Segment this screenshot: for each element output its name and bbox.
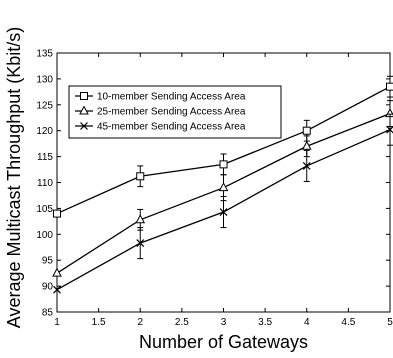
y-tick-label: 115 <box>37 152 53 163</box>
triangle-marker <box>301 140 312 150</box>
data-point <box>386 125 393 134</box>
y-tick-label: 95 <box>42 256 54 267</box>
data-point <box>53 285 61 294</box>
x-axis-ticks: 1 1.5 2 2.5 3 3.5 4 4.5 5 <box>54 53 393 328</box>
series-1 <box>53 75 393 218</box>
x-marker <box>386 125 393 134</box>
series-3 <box>53 113 393 294</box>
x-tick-label: 1 <box>54 317 60 328</box>
legend-item: 25-member Sending Access Area <box>75 105 246 118</box>
y-tick-label: 110 <box>37 178 53 189</box>
x-axis-label: Number of Gateways <box>139 332 308 352</box>
legend-label: 45-member Sending Access Area <box>97 122 246 133</box>
y-tick-label: 130 <box>36 74 53 85</box>
x-tick-label: 2.5 <box>175 317 189 328</box>
x-marker <box>53 285 61 294</box>
y-tick-label: 85 <box>42 308 54 319</box>
square-marker <box>80 92 88 100</box>
y-tick-label: 100 <box>36 230 53 241</box>
triangle-marker <box>79 105 89 115</box>
x-tick-label: 4.5 <box>341 317 355 328</box>
data-point <box>302 126 311 135</box>
x-tick-label: 5 <box>387 317 393 328</box>
data-point <box>136 172 145 181</box>
triangle-marker <box>135 214 146 224</box>
legend-label: 25-member Sending Access Area <box>97 107 246 118</box>
square-marker <box>386 82 393 91</box>
x-tick-label: 4 <box>304 317 310 328</box>
data-point <box>136 239 145 248</box>
x-tick-label: 2 <box>137 317 143 328</box>
y-tick-label: 105 <box>36 204 53 215</box>
square-marker <box>136 172 145 181</box>
data-point <box>219 208 228 216</box>
y-axis-ticks: 85 90 95 100 105 110 115 120 125 130 135 <box>36 49 390 319</box>
legend-label: 10-member Sending Access Area <box>97 92 246 103</box>
x-marker <box>302 161 311 170</box>
y-tick-label: 125 <box>36 100 53 111</box>
y-axis-label: Average Multicast Throughput (Kbit/s) <box>4 27 24 328</box>
series-lines <box>52 75 393 294</box>
data-point <box>302 161 311 170</box>
triangle-marker <box>52 267 62 277</box>
legend-box <box>68 85 282 139</box>
x-tick-label: 3.5 <box>258 317 272 328</box>
x-tick-label: 1.5 <box>92 317 106 328</box>
data-point <box>53 209 61 218</box>
x-marker <box>80 122 88 130</box>
y-tick-label: 120 <box>36 126 53 137</box>
data-point <box>52 267 62 277</box>
legend-item: 10-member Sending Access Area <box>75 92 246 103</box>
y-tick-label: 90 <box>42 282 54 293</box>
legend: 10-member Sending Access Area 25-member S… <box>68 85 282 139</box>
data-point <box>219 160 228 169</box>
data-point <box>301 140 312 150</box>
square-marker <box>302 126 311 135</box>
data-point <box>218 182 229 192</box>
x-marker <box>136 239 145 248</box>
data-point <box>386 82 393 91</box>
data-point <box>135 214 146 224</box>
legend-item: 45-member Sending Access Area <box>75 122 246 133</box>
triangle-marker <box>218 182 229 192</box>
square-marker <box>53 209 61 218</box>
x-tick-label: 3 <box>221 317 227 328</box>
x-marker <box>219 208 228 216</box>
y-tick-label: 135 <box>36 49 53 60</box>
square-marker <box>219 160 228 169</box>
